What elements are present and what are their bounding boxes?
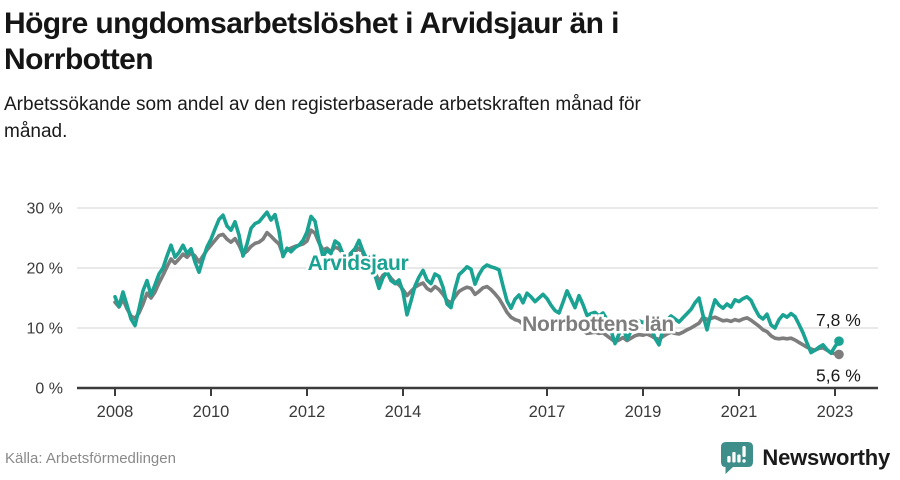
series-end-value-label: 7,8 % <box>816 310 861 330</box>
series-line-arvidsjaur <box>113 210 841 355</box>
series-line-norrbottens-l-n <box>113 228 841 357</box>
y-axis-tick-label: 10 % <box>27 321 63 338</box>
x-axis-tick-label: 2021 <box>721 403 758 421</box>
x-axis-tick-label: 2014 <box>385 403 422 421</box>
newsworthy-logo: Newsworthy <box>719 441 890 475</box>
series-inline-label: Norrbottens län <box>522 313 674 336</box>
page-subtitle: Arbetssökande som andel av den registerb… <box>4 94 641 142</box>
x-axis-tick-label: 2012 <box>289 403 326 421</box>
x-axis-tick-label: 2017 <box>529 403 566 421</box>
y-axis-tick-label: 0 % <box>35 381 63 398</box>
x-axis-tick-label: 2019 <box>625 403 662 421</box>
footer: Källa: Arbetsförmedlingen Newsworthy <box>0 441 900 475</box>
x-axis-tick-label: 2010 <box>193 403 230 421</box>
page-title: Högre ungdomsarbetslöshet i Arvidsjaur ä… <box>4 7 619 76</box>
source-note: Källa: Arbetsförmedlingen <box>5 449 176 467</box>
series-inline-label: Arvidsjaur <box>308 252 409 275</box>
unemployment-line-chart: 0 % 10 % 20 % 30 % 2008 2010 2012 2014 2017 2019 2… <box>27 201 878 421</box>
x-axis-tick-label: 2008 <box>97 403 134 421</box>
y-axis-tick-label: 20 % <box>27 261 63 278</box>
series-end-value-label: 5,6 % <box>816 365 861 385</box>
x-axis-tick-label: 2023 <box>817 403 854 421</box>
speech-bubble-bar-chart-icon <box>721 442 754 474</box>
y-axis-tick-label: 30 % <box>27 201 63 218</box>
series-end-dot <box>834 349 844 360</box>
brand-name: Newsworthy <box>762 445 890 470</box>
series-end-dot <box>834 336 844 346</box>
